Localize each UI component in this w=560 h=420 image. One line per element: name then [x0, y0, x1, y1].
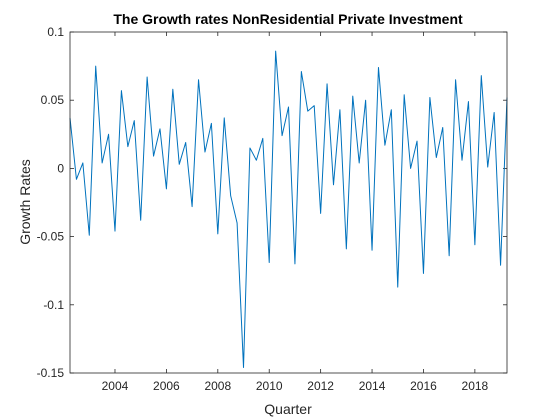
plot-frame — [69, 31, 508, 374]
x-tick-label: 2006 — [153, 379, 180, 393]
x-tick-label: 2012 — [307, 379, 334, 393]
y-tick-label: 0 — [57, 161, 64, 175]
x-axis-label: Quarter — [264, 401, 312, 417]
x-tick-label: 2014 — [359, 379, 386, 393]
y-tick-label: 0.1 — [47, 25, 64, 39]
series-line — [69, 50, 508, 369]
y-tick-label: -0.1 — [43, 298, 64, 312]
x-tick-label: 2018 — [462, 379, 489, 393]
plot-area — [70, 32, 507, 373]
x-tick-label: 2004 — [102, 379, 129, 393]
chart-title: The Growth rates NonResidential Private … — [113, 11, 463, 27]
x-tick-label: 2010 — [256, 379, 283, 393]
x-tick-label: 2008 — [204, 379, 231, 393]
y-tick-label: -0.15 — [37, 366, 65, 380]
y-tick-label: 0.05 — [41, 93, 65, 107]
y-axis-label: Growth Rates — [17, 159, 33, 245]
y-tick-label: -0.05 — [37, 230, 65, 244]
x-tick-label: 2016 — [410, 379, 437, 393]
tick-labels: 2004 2006 2008 2010 2012 2014 2016 2018 0.1 0.05 0… — [37, 25, 489, 393]
